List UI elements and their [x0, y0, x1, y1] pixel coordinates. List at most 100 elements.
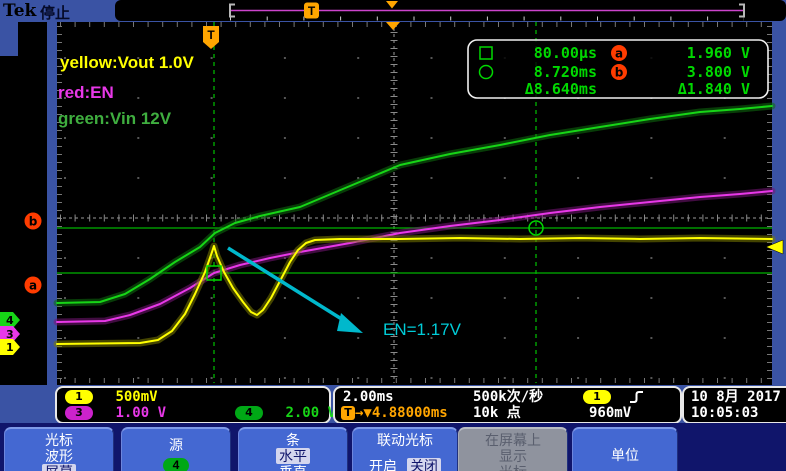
menu-title: 光标	[45, 432, 73, 448]
vin-trace	[56, 105, 773, 304]
menu-units-button[interactable]: 单位	[572, 427, 678, 471]
cursor-delta-volt: Δ1.840 V	[678, 80, 750, 98]
annotation-arrow-line	[227, 246, 349, 325]
cursor-a-volt: 1.960 V	[687, 44, 750, 62]
record-trigger-marker	[304, 2, 319, 19]
svg-text:1: 1	[6, 341, 14, 354]
bottom-menu-row: 光标 波形 屏幕 源 4 条 水平 垂直 联动光标 开启 关闭 在屏幕上 显示 …	[0, 423, 786, 471]
trigger-source-badge: 1	[583, 390, 611, 404]
cursor-b-badge	[24, 212, 42, 230]
svg-text:T: T	[308, 4, 316, 18]
source-channel-badge: 4	[163, 458, 189, 471]
right-bezel-strip	[772, 22, 786, 385]
svg-text:b: b	[615, 66, 624, 80]
left-bezel-strip	[47, 22, 57, 385]
delay-trigger-icon: T	[341, 406, 355, 420]
menu-title: 源	[169, 437, 183, 453]
menu-title: 在屏幕上	[485, 432, 541, 448]
cursor-a-time: 80.00µs	[534, 44, 597, 62]
svg-text:b: b	[29, 215, 38, 229]
menu-line: 显示	[499, 448, 527, 464]
menu-option-horizontal[interactable]: 水平	[276, 448, 310, 464]
readout-a-badge	[611, 45, 627, 61]
ch3-trace-label: red:EN	[58, 83, 114, 102]
ch4-zero-marker[interactable]	[0, 312, 20, 328]
cursor-a-square-marker[interactable]	[206, 265, 222, 281]
menu-option-on[interactable]: 开启	[369, 458, 398, 471]
menu-line: 光标	[459, 464, 567, 471]
menu-option-vertical[interactable]: 垂直	[279, 464, 307, 471]
svg-text:a: a	[29, 279, 37, 293]
cursor-b-circle-marker[interactable]	[528, 220, 544, 236]
menu-option-screen[interactable]: 屏幕	[42, 464, 76, 471]
menu-title: 单位	[611, 447, 639, 463]
record-view-bar: T	[115, 0, 786, 21]
trigger-level-arrow[interactable]	[765, 239, 784, 255]
menu-option-off[interactable]: 关闭	[406, 458, 441, 471]
readout-b-badge	[611, 64, 627, 80]
svg-text:a: a	[615, 47, 623, 61]
menu-show-cursors-button: 在屏幕上 显示 光标	[458, 427, 568, 471]
cursor-a-badge	[24, 276, 42, 294]
top-left-bezel-patch	[0, 22, 18, 56]
bottom-readout-row: 1 500mV 3 1.00 V 4 2.00 V 2.00ms 500k次/秒…	[0, 385, 786, 424]
record-left-bracket	[229, 3, 235, 18]
cursor-readout-box: 80.00µs 8.720ms Δ8.640ms 1.960 V 3.800 V…	[467, 39, 769, 99]
ch1-zero-marker[interactable]	[0, 339, 20, 355]
annotation-arrow-head	[337, 313, 363, 333]
horizontal-trigger-box: 2.00ms 500k次/秒 T →▼4.88000ms 10k 点 1 960m…	[333, 386, 682, 424]
cursor-badges: b a	[24, 212, 42, 294]
trigger-delay: →▼4.88000ms	[355, 405, 448, 421]
cursor-b-time: 8.720ms	[534, 63, 597, 81]
svg-text:T: T	[207, 28, 215, 42]
record-length: 10k 点	[473, 405, 521, 421]
ch1-scale: 500mV	[115, 389, 158, 405]
ch3-scale: 1.00 V	[115, 405, 167, 421]
graticule-svg: T 4 3 1 b a yellow:Vout 1.	[0, 22, 786, 385]
menu-title: 条	[286, 432, 300, 448]
menu-linked-cursors-button[interactable]: 联动光标 开启 关闭	[352, 427, 458, 471]
cursor-b-circle-icon	[478, 64, 494, 80]
tek-logo: Tek	[3, 1, 37, 21]
ch4-scale: 2.00 V	[285, 405, 337, 421]
en-annotation: EN=1.17V	[227, 246, 462, 339]
ch1-trace-label: yellow:Vout 1.0V	[60, 53, 194, 72]
acquisition-rate: 500k次/秒	[473, 389, 544, 405]
en-trace	[56, 190, 773, 323]
horizontal-scale: 2.00ms	[343, 389, 394, 405]
rising-edge-icon	[630, 391, 644, 403]
cursor-b-volt: 3.800 V	[687, 63, 750, 81]
datetime-box: 10 8月 2017 10:05:03	[682, 386, 786, 424]
annotation-text: EN=1.17V	[383, 320, 462, 339]
channel-scale-box: 1 500mV 3 1.00 V 4 2.00 V	[55, 386, 336, 424]
trace-labels: yellow:Vout 1.0V red:EN green:Vin 12V	[58, 53, 194, 128]
ch4-badge: 4	[235, 406, 263, 420]
menu-source-button[interactable]: 源 4	[121, 427, 231, 471]
ch4-trace-label: green:Vin 12V	[58, 109, 172, 128]
menu-title: 联动光标	[377, 432, 433, 448]
vout-trace	[56, 237, 773, 345]
menu-cursor-type-button[interactable]: 光标 波形 屏幕	[4, 427, 114, 471]
top-status-bar: Tek 停止 T	[0, 0, 786, 22]
time-readout: 10:05:03	[691, 405, 759, 421]
cursor-delta-time: Δ8.640ms	[525, 80, 597, 98]
svg-text:3: 3	[6, 328, 14, 341]
record-expansion-marker	[386, 1, 398, 9]
ch3-badge: 3	[65, 406, 93, 420]
date-readout: 10 8月 2017	[691, 389, 781, 405]
menu-bars-button[interactable]: 条 水平 垂直	[238, 427, 348, 471]
svg-text:4: 4	[6, 314, 14, 327]
ch1-badge: 1	[65, 390, 93, 404]
expansion-point-marker	[386, 22, 400, 30]
waveform-traces	[53, 102, 776, 348]
menu-option-waveform[interactable]: 波形	[45, 448, 73, 464]
channel-markers: 4 3 1	[0, 312, 20, 355]
acquisition-status: 停止	[40, 5, 71, 22]
trigger-level: 960mV	[589, 405, 632, 421]
trigger-position-flag[interactable]	[203, 26, 219, 49]
waveform-display: T 4 3 1 b a yellow:Vout 1.	[0, 22, 786, 385]
record-right-bracket	[739, 3, 745, 18]
ch3-zero-marker[interactable]	[0, 326, 20, 342]
cursor-a-square-icon	[479, 46, 493, 60]
